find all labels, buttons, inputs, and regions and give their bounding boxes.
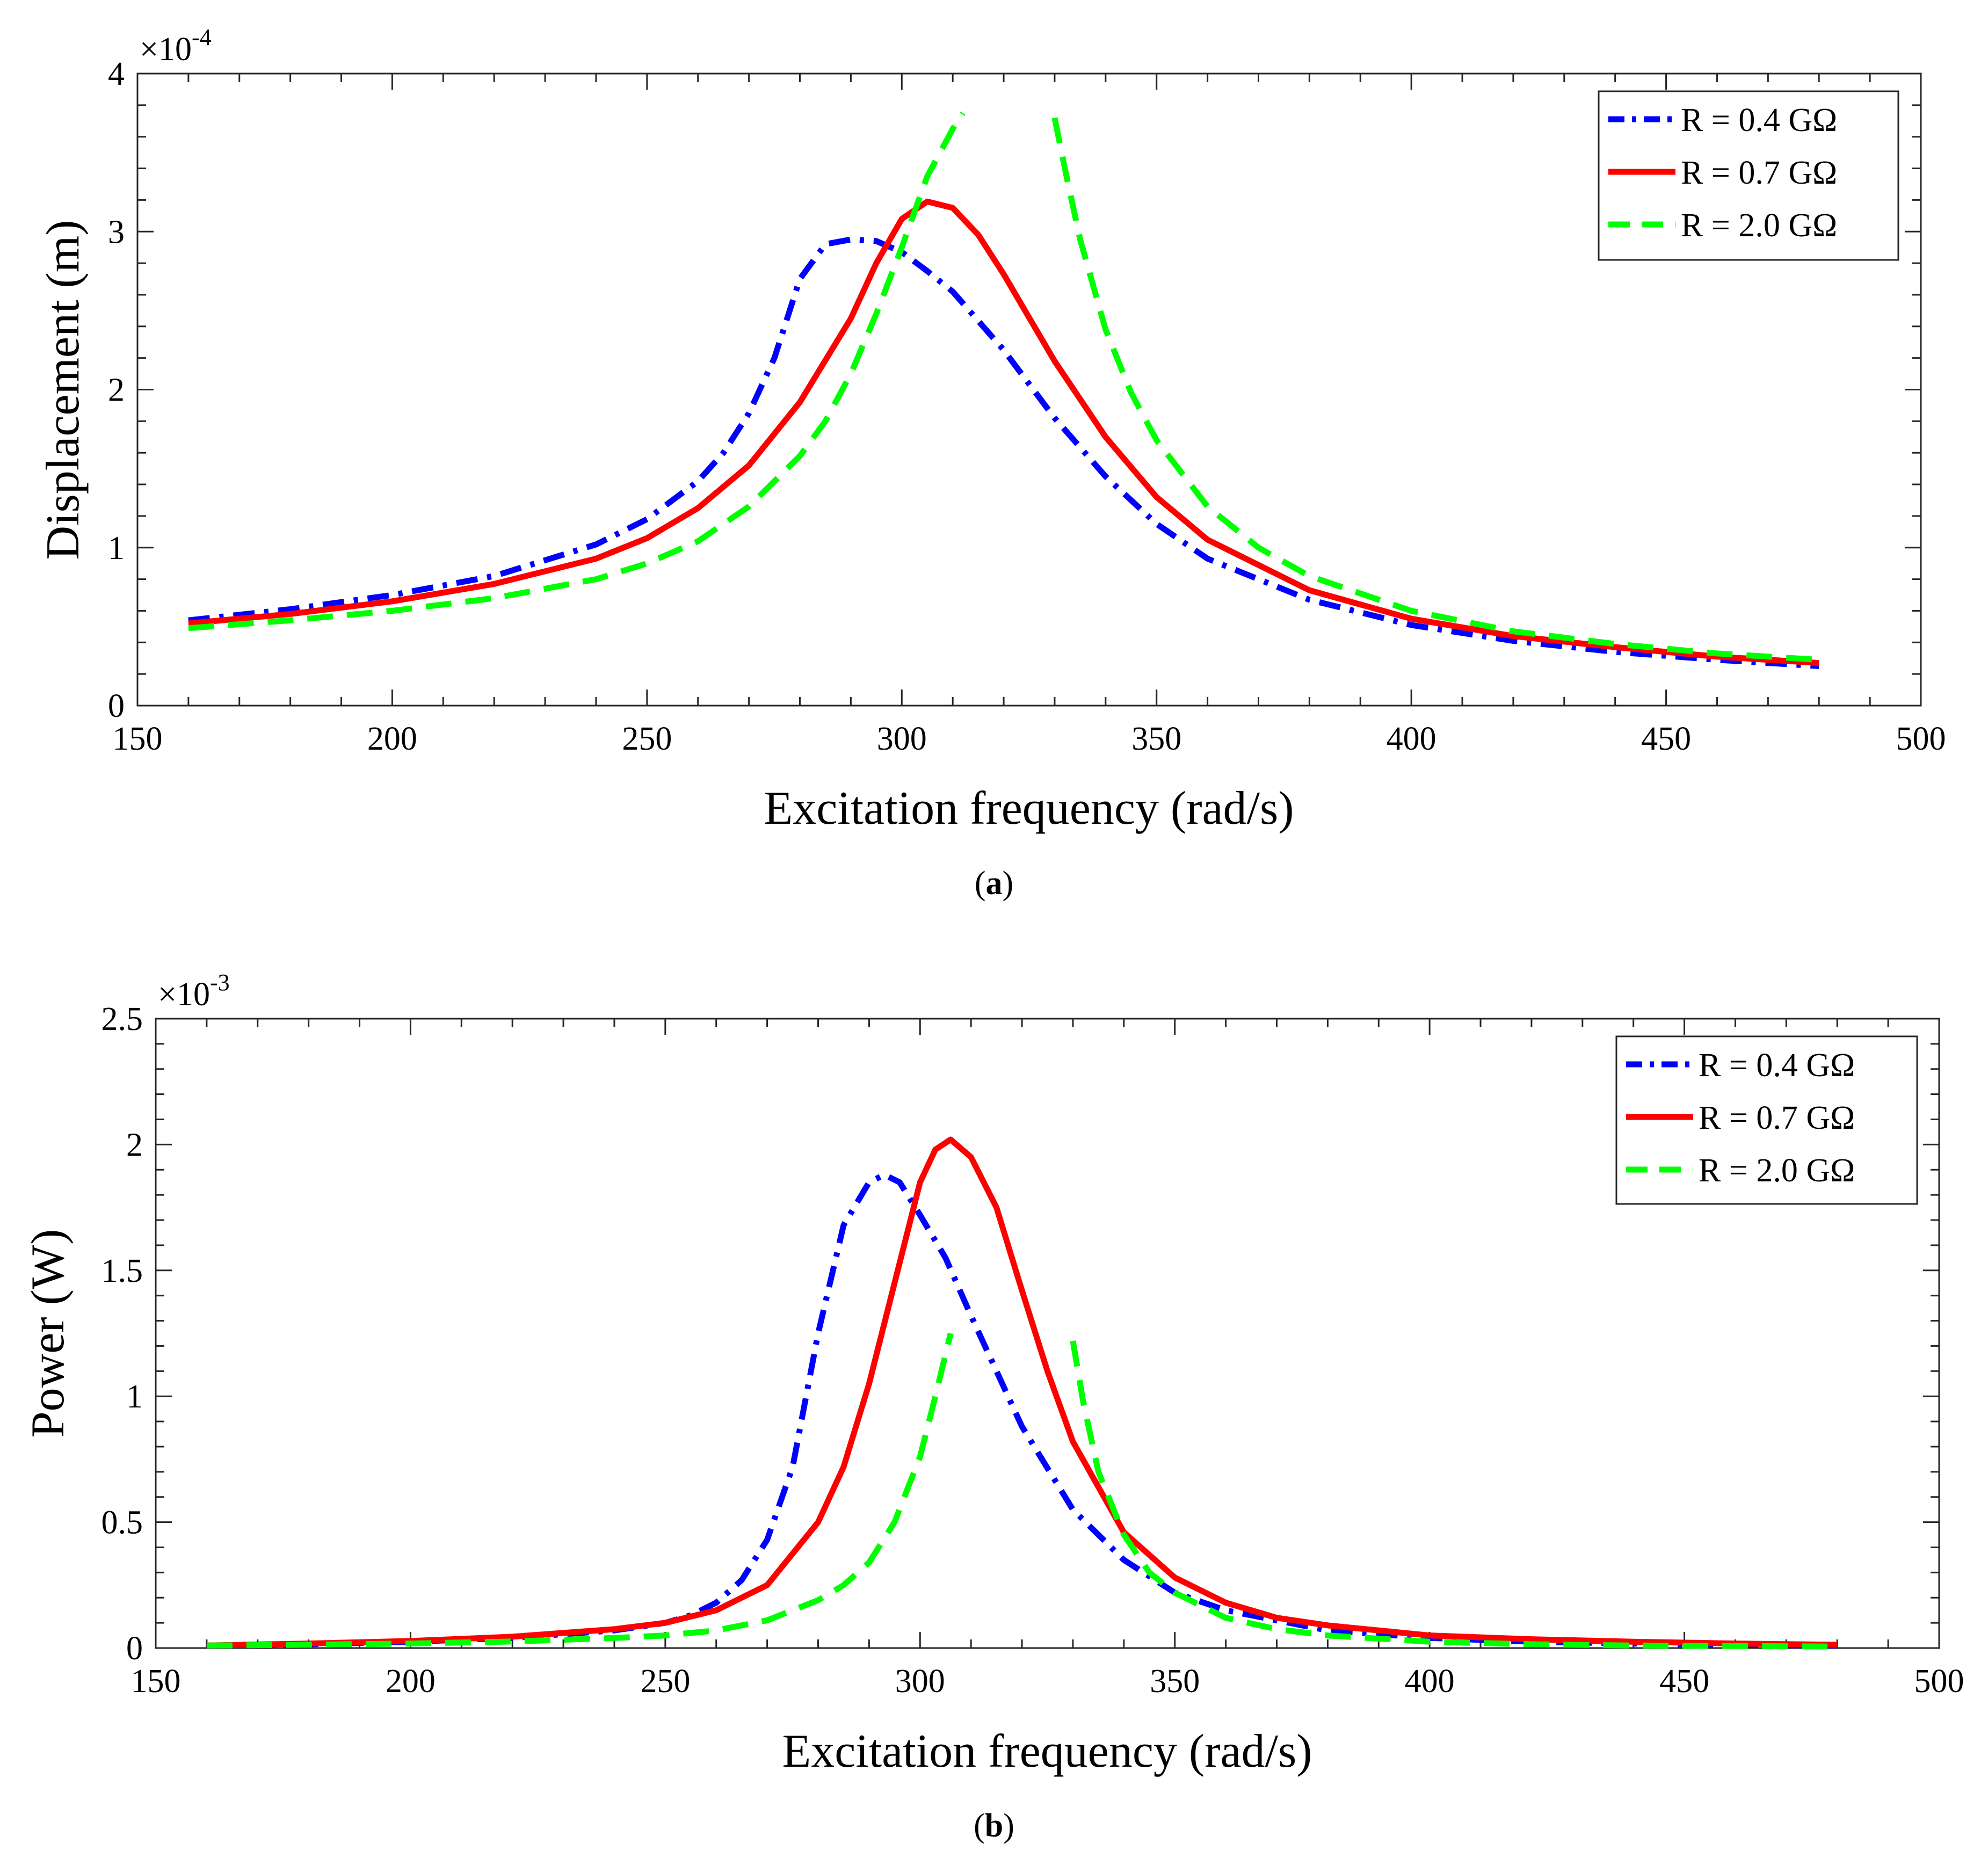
panel-b-y-axis-label: Power (W) [22, 1229, 74, 1438]
panel-b-y-tick-label: 2 [126, 1127, 143, 1163]
panel-a-ticks: 150 200 250 300 350 400 450 500 0 1 2 3 4 [108, 56, 1946, 757]
panel-b-ticks: 150 200 250 300 350 400 450 500 0 0.5 1 1.5 2 2.5 [101, 1001, 1964, 1700]
panel-a-legend: R = 0.4 GΩ R = 0.7 GΩ R = 2.0 GΩ [1598, 90, 1899, 261]
panel-a-legend-label-r-0-4: R = 0.4 GΩ [1681, 102, 1837, 139]
panel-a-displacement-chart: 150 200 250 300 350 400 450 500 0 1 2 3 4 ×10-4 Exci… [37, 24, 1946, 902]
panel-a-exponent-base: ×10 [140, 31, 192, 68]
panel-b-exponent-base: ×10 [158, 976, 210, 1013]
panel-a-y-tick-label: 3 [108, 214, 125, 250]
panel-b-y-tick-label: 1.5 [101, 1253, 143, 1289]
panel-b-plot-area [206, 1136, 1838, 1650]
panel-b-y-tick-label: 1 [126, 1378, 143, 1415]
panel-b-caption-letter: b [985, 1808, 1003, 1844]
panel-b-x-tick-label: 200 [386, 1663, 436, 1700]
panel-a-y-tick-label: 4 [108, 56, 125, 92]
panel-b-x-tick-label: 350 [1150, 1663, 1200, 1700]
panel-b-exponent-power: -3 [210, 969, 230, 996]
panel-a-legend-label-r-2-0: R = 2.0 GΩ [1681, 207, 1837, 244]
panel-b-x-tick-label: 300 [895, 1663, 945, 1700]
panel-a-series-r-0-7-line [188, 198, 1819, 666]
panel-b-y-tick-label: 0 [126, 1630, 143, 1667]
panel-a-legend-label-r-0-7: R = 0.7 GΩ [1681, 155, 1837, 191]
panel-b-y-tick-label: 0.5 [101, 1505, 143, 1541]
panel-a-y-tick-label: 1 [108, 530, 125, 567]
panel-a-x-axis-label: Excitation frequency (rad/s) [764, 782, 1294, 834]
panel-a-y-tick-label: 2 [108, 372, 125, 409]
panel-b-series-r-0-4-line [206, 1172, 1838, 1649]
panel-b-x-tick-label: 450 [1659, 1663, 1709, 1700]
panel-b-exponent: ×10-3 [158, 969, 230, 1013]
panel-b-legend: R = 0.4 GΩ R = 0.7 GΩ R = 2.0 GΩ [1615, 1035, 1918, 1205]
panel-a-x-tick-label: 500 [1896, 721, 1946, 757]
panel-b-power-chart: 150 200 250 300 350 400 450 500 0 0.5 1 1.5 2 2.5 ×10… [22, 969, 1964, 1844]
panel-b-series-r-2-0-line-segment-1 [206, 1332, 954, 1649]
panel-b-caption: (b) [974, 1808, 1014, 1844]
panel-b-y-tick-label: 2.5 [101, 1001, 143, 1037]
panel-a-series-r-2-0-line-segment-2 [1051, 117, 1819, 663]
panel-a-plot-area [188, 111, 1819, 669]
panel-a-exponent-power: -4 [192, 24, 212, 50]
panel-a-x-tick-label: 250 [622, 721, 672, 757]
panel-b-exponent-label: ×10-3 [158, 969, 230, 1013]
panel-a-caption: (a) [975, 865, 1013, 902]
panel-a-x-tick-label: 200 [367, 721, 417, 757]
panel-a-y-tick-label: 0 [108, 688, 125, 724]
panel-b-x-tick-label: 500 [1914, 1663, 1964, 1700]
panel-a-caption-letter: a [986, 865, 1003, 902]
panel-a-x-tick-label: 300 [877, 721, 927, 757]
panel-a-x-tick-label: 150 [113, 721, 163, 757]
panel-a-x-tick-label: 350 [1131, 721, 1181, 757]
panel-a-series-r-2-0-line-segment-1 [188, 111, 966, 632]
panel-b-x-tick-label: 150 [131, 1663, 181, 1700]
panel-a-x-tick-label: 450 [1641, 721, 1691, 757]
panel-b-x-axis-label: Excitation frequency (rad/s) [782, 1725, 1312, 1777]
panel-b-series-r-0-7-line [206, 1136, 1838, 1649]
panel-a-exponent-label: ×10-4 [140, 24, 212, 68]
panel-a-exponent: ×10-4 [140, 24, 212, 68]
panel-b-legend-label-r-2-0: R = 2.0 GΩ [1699, 1152, 1855, 1189]
panel-a-y-axis-label: Displacement (m) [37, 220, 89, 560]
panel-b-axes-box [155, 1018, 1940, 1649]
panel-b-legend-label-r-0-4: R = 0.4 GΩ [1699, 1047, 1855, 1084]
panel-b-x-tick-label: 400 [1405, 1663, 1455, 1700]
panel-a-x-tick-label: 400 [1387, 721, 1436, 757]
panel-b-series-r-2-0-line-segment-2 [1070, 1340, 1838, 1650]
panel-b-legend-label-r-0-7: R = 0.7 GΩ [1699, 1100, 1855, 1136]
panel-b-x-tick-label: 250 [640, 1663, 690, 1700]
